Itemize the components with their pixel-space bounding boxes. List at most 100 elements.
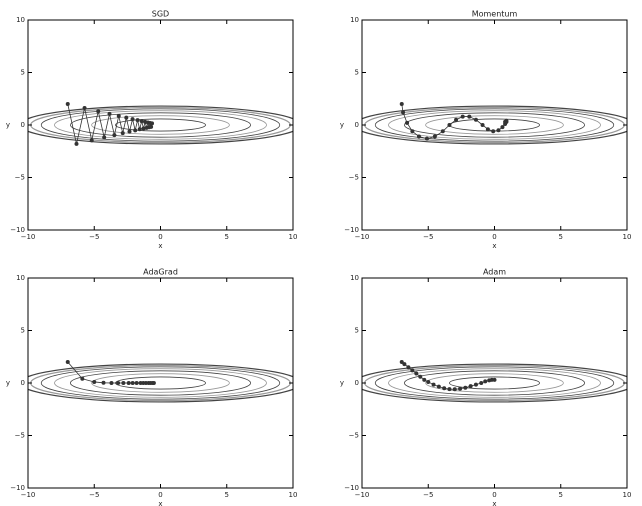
contour <box>91 373 230 393</box>
trajectory-point <box>426 379 431 384</box>
contours <box>28 363 293 403</box>
contour <box>374 108 615 142</box>
trajectory-point <box>405 120 410 125</box>
x-axis-label: x <box>158 242 162 250</box>
trajectory-point <box>120 131 125 136</box>
panel: −10 −5 0 5 10 −10 −5 0 5 10 Momentum x y <box>340 10 632 251</box>
trajectory-point <box>480 123 485 127</box>
y-tick-label: −10 <box>10 226 25 234</box>
y-tick-label: 0 <box>355 121 359 129</box>
plot-frame <box>27 19 294 231</box>
contour <box>54 368 267 398</box>
x-tick-label: 0 <box>158 491 162 499</box>
plot-frame <box>361 277 628 489</box>
trajectory-point <box>467 114 472 119</box>
trajectory-point <box>102 135 107 140</box>
x-tick-label: 0 <box>492 233 496 241</box>
trajectory-point <box>479 381 484 385</box>
trajectory-point <box>418 374 423 379</box>
trajectory-point <box>410 129 415 134</box>
chart-title: AdaGrad <box>143 268 178 277</box>
y-tick-label: 5 <box>21 327 25 335</box>
x-tick-label: −10 <box>21 491 36 499</box>
trajectory-point <box>89 138 94 143</box>
trajectory-point <box>126 381 131 385</box>
y-tick-label: 10 <box>16 16 25 24</box>
x-tick-label: 0 <box>158 233 162 241</box>
y-tick-label: 0 <box>21 379 25 387</box>
x-tick-label: 5 <box>225 233 229 241</box>
plot-frame <box>361 19 628 231</box>
x-tick-label: 0 <box>492 491 496 499</box>
y-tick-label: 10 <box>16 274 25 282</box>
x-tick-label: 10 <box>289 233 298 241</box>
contour <box>70 370 251 396</box>
trajectory-point <box>130 381 135 385</box>
contour <box>374 366 615 400</box>
trajectory-point <box>422 377 427 382</box>
panel: −10 −5 0 5 10 −10 −5 0 5 10 AdaGrad x y <box>6 268 298 506</box>
trajectory-point <box>401 110 406 115</box>
y-tick-label: 5 <box>355 327 359 335</box>
trajectory-point <box>473 117 478 122</box>
trajectory-point <box>92 379 97 384</box>
x-tick-label: −10 <box>355 233 370 241</box>
trajectory-point <box>74 141 79 146</box>
y-tick-label: −10 <box>10 484 25 492</box>
trajectory-point <box>431 382 436 387</box>
trajectory-point <box>483 379 488 384</box>
contour <box>388 110 601 140</box>
trajectory-point <box>149 124 154 129</box>
trajectory-point <box>150 121 155 126</box>
plot-frame <box>27 277 294 489</box>
contours <box>362 105 627 145</box>
trajectory-point <box>121 381 126 385</box>
contour <box>362 105 627 145</box>
x-tick-label: −10 <box>21 233 36 241</box>
trajectory-point <box>134 381 139 385</box>
trajectory-point <box>96 109 101 114</box>
trajectory-point <box>447 387 452 392</box>
contour <box>28 363 293 403</box>
y-tick-label: 0 <box>355 379 359 387</box>
contours <box>362 363 627 403</box>
y-axis-label: y <box>6 121 10 129</box>
trajectory-point <box>458 386 463 391</box>
trajectory-point <box>109 381 114 385</box>
x-tick-label: −10 <box>355 491 370 499</box>
contour <box>54 110 267 140</box>
trajectory-point <box>151 381 156 385</box>
trajectory-point <box>107 111 112 116</box>
trajectory-point <box>473 382 478 387</box>
trajectory-point <box>65 360 70 364</box>
trajectory-point <box>492 377 497 382</box>
contour <box>362 363 627 403</box>
trajectory-point <box>137 127 142 132</box>
y-tick-label: −5 <box>15 432 25 440</box>
contour <box>115 118 206 132</box>
trajectory-point <box>432 134 437 139</box>
contour <box>40 108 281 142</box>
trajectory-point <box>440 129 445 134</box>
contour <box>388 368 601 398</box>
trajectory-point <box>436 384 441 389</box>
trajectory-point <box>414 371 419 376</box>
trajectory-point <box>454 117 459 122</box>
trajectory-point <box>116 381 121 385</box>
contour <box>449 376 540 390</box>
y-axis-label: y <box>340 121 344 129</box>
y-tick-label: −5 <box>15 174 25 182</box>
x-tick-label: −5 <box>89 233 99 241</box>
trajectory-point <box>463 385 468 390</box>
contour <box>403 370 585 396</box>
trajectory-point <box>399 102 404 106</box>
trajectory-point <box>416 134 421 139</box>
x-axis-label: x <box>492 242 496 250</box>
contour <box>403 112 585 138</box>
x-tick-label: −5 <box>423 491 433 499</box>
x-tick-label: −5 <box>89 491 99 499</box>
y-axis-label: y <box>340 379 344 387</box>
trajectory-point <box>424 136 429 141</box>
contour <box>425 115 564 135</box>
